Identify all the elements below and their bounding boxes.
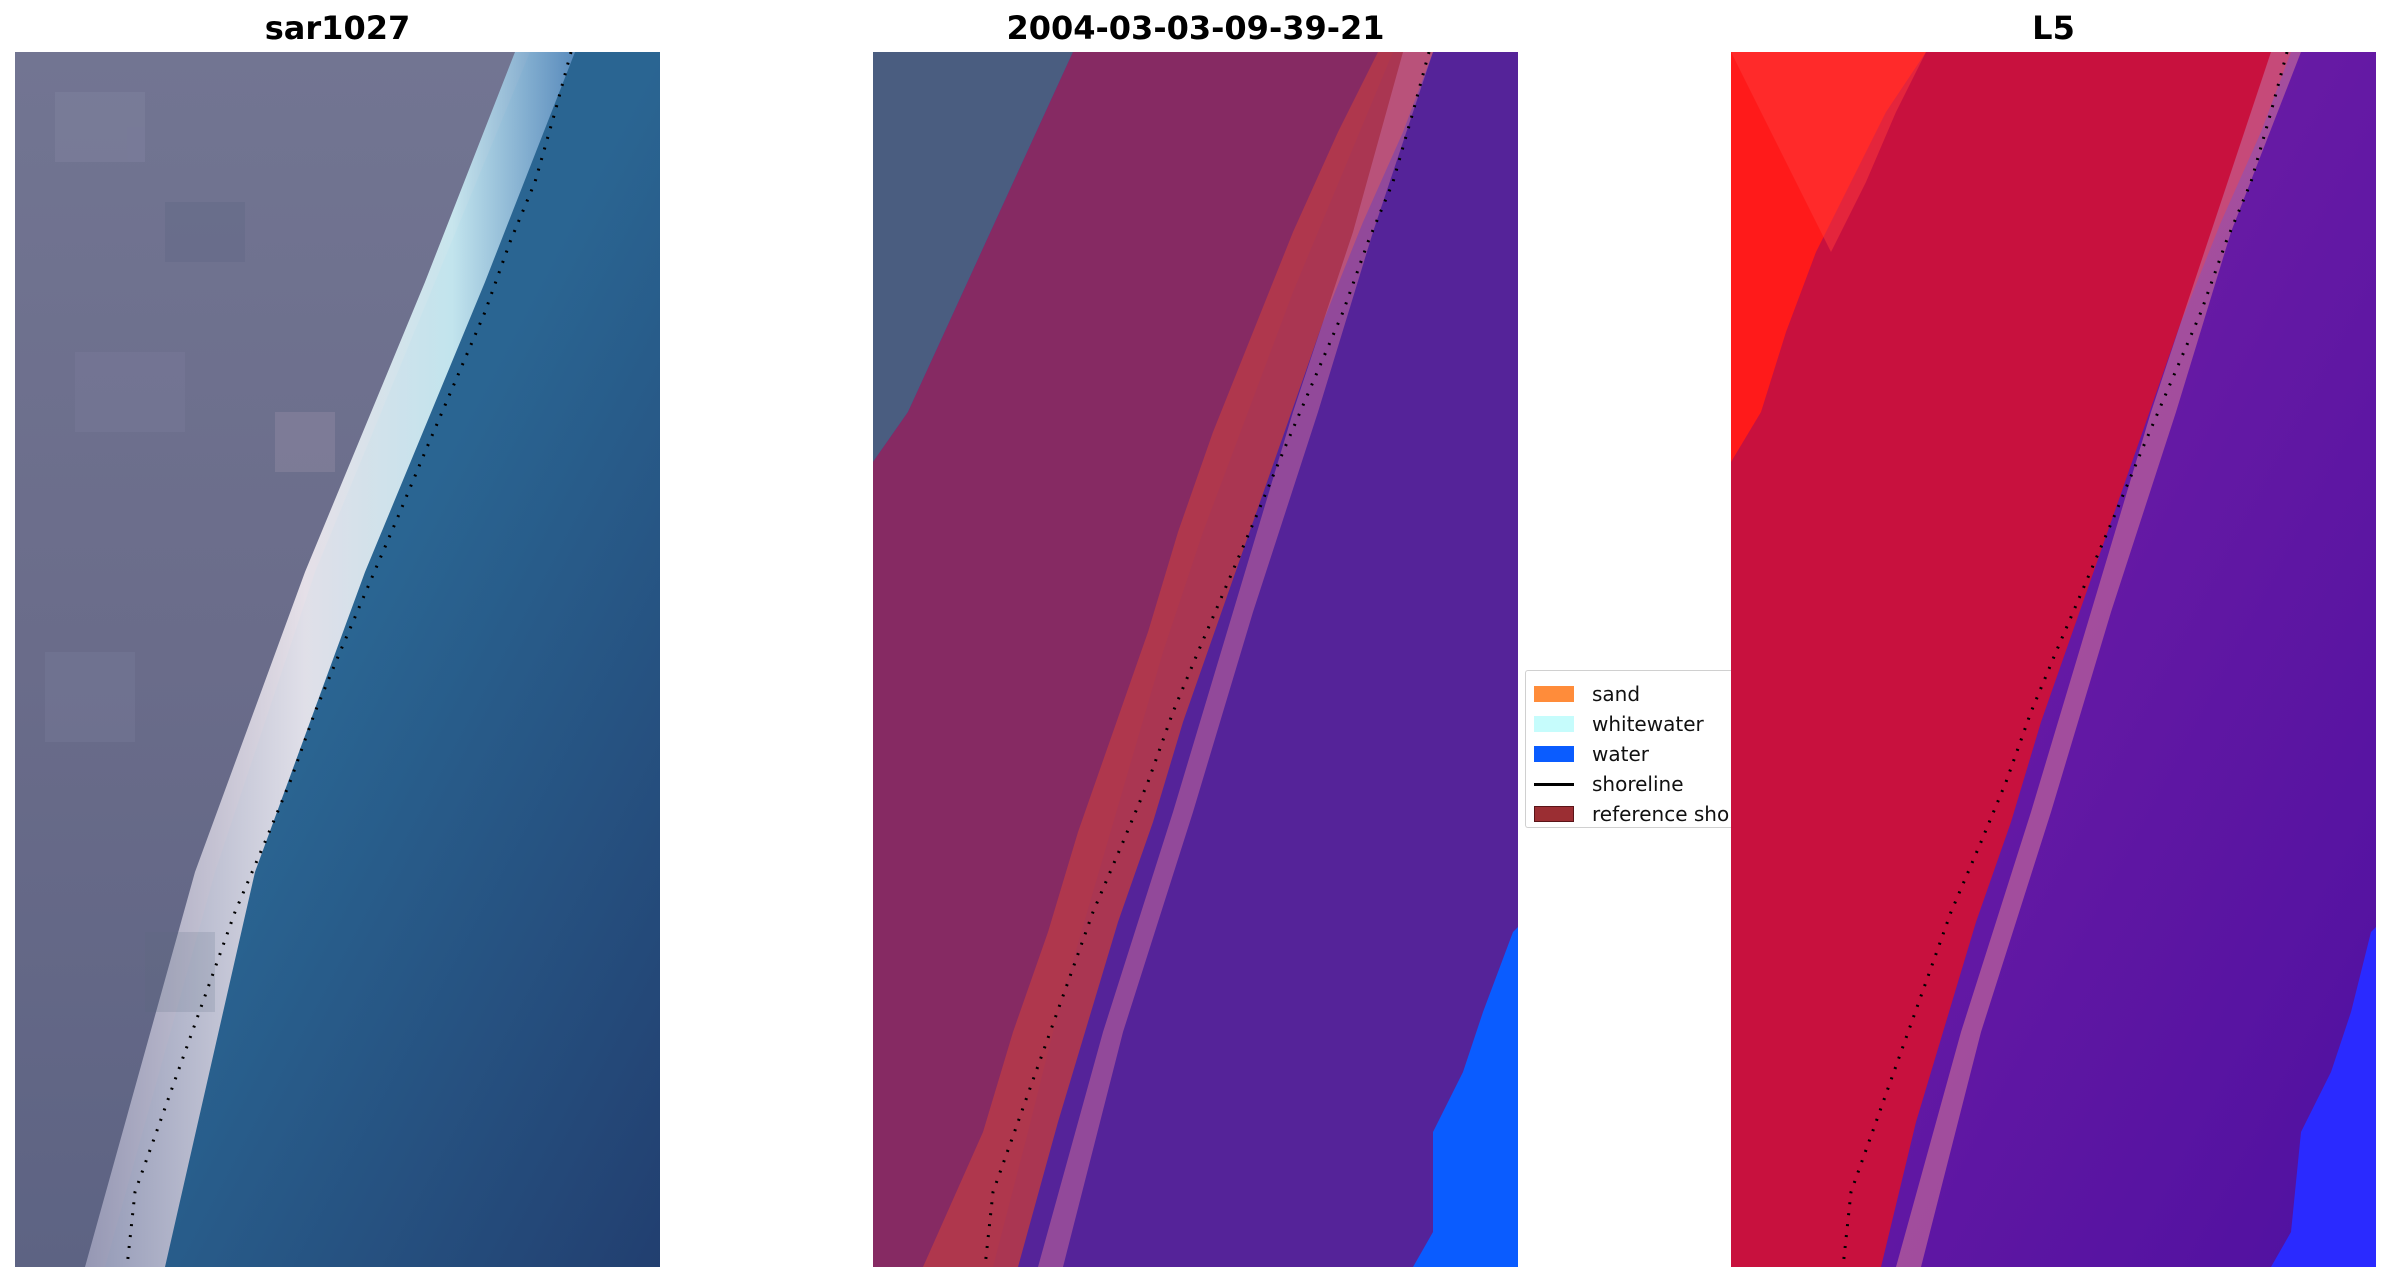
shoreline-swatch [1534, 782, 1574, 786]
legend: sand whitewater water shoreline referenc… [1525, 670, 1731, 828]
whitewater-swatch [1534, 716, 1574, 732]
index-high-highlight [1731, 52, 1926, 252]
index-land-area [1731, 52, 2291, 1267]
classified-image-panel [873, 52, 1518, 1267]
legend-item-whitewater: whitewater [1534, 709, 1704, 739]
land-texture [45, 92, 335, 1012]
legend-item-sand: sand [1534, 679, 1640, 709]
index-bright-water [2271, 927, 2376, 1267]
sand-band [923, 52, 1433, 1267]
rgb-image-panel [15, 52, 660, 1267]
shoreline-dots [983, 52, 1431, 1267]
legend-label-reference-shoreline: reference sho [1592, 802, 1730, 826]
legend-item-water: water [1534, 739, 1649, 769]
shoreline-dots [125, 52, 573, 1267]
legend-item-shoreline: shoreline [1534, 769, 1684, 799]
unclassified-area [873, 52, 1073, 462]
panel-title-rgb: sar1027 [264, 9, 411, 47]
index-image [1731, 52, 2376, 1267]
index-image-panel [1731, 52, 2376, 1267]
rgb-image [15, 52, 660, 1267]
water-swatch [1534, 746, 1574, 762]
beach-strip [85, 52, 575, 1267]
index-high-area [1731, 52, 1926, 462]
index-transition-band [1896, 52, 2301, 1267]
bright-water-area [1413, 927, 1518, 1267]
panel-title-classified: 2004-03-03-09-39-21 [1006, 9, 1385, 47]
legend-label-sand: sand [1592, 682, 1641, 706]
legend-label-whitewater: whitewater [1592, 712, 1704, 736]
shoreline-dots [1841, 52, 2289, 1267]
legend-label-water: water [1592, 742, 1649, 766]
reference-shoreline-swatch [1534, 806, 1574, 822]
classified-image [873, 52, 1518, 1267]
transition-band [1038, 52, 1433, 1267]
panel-title-index: L5 [2032, 9, 2075, 47]
sand-swatch [1534, 686, 1574, 702]
legend-item-reference-shoreline: reference sho [1534, 799, 1730, 827]
legend-label-shoreline: shoreline [1592, 772, 1684, 796]
